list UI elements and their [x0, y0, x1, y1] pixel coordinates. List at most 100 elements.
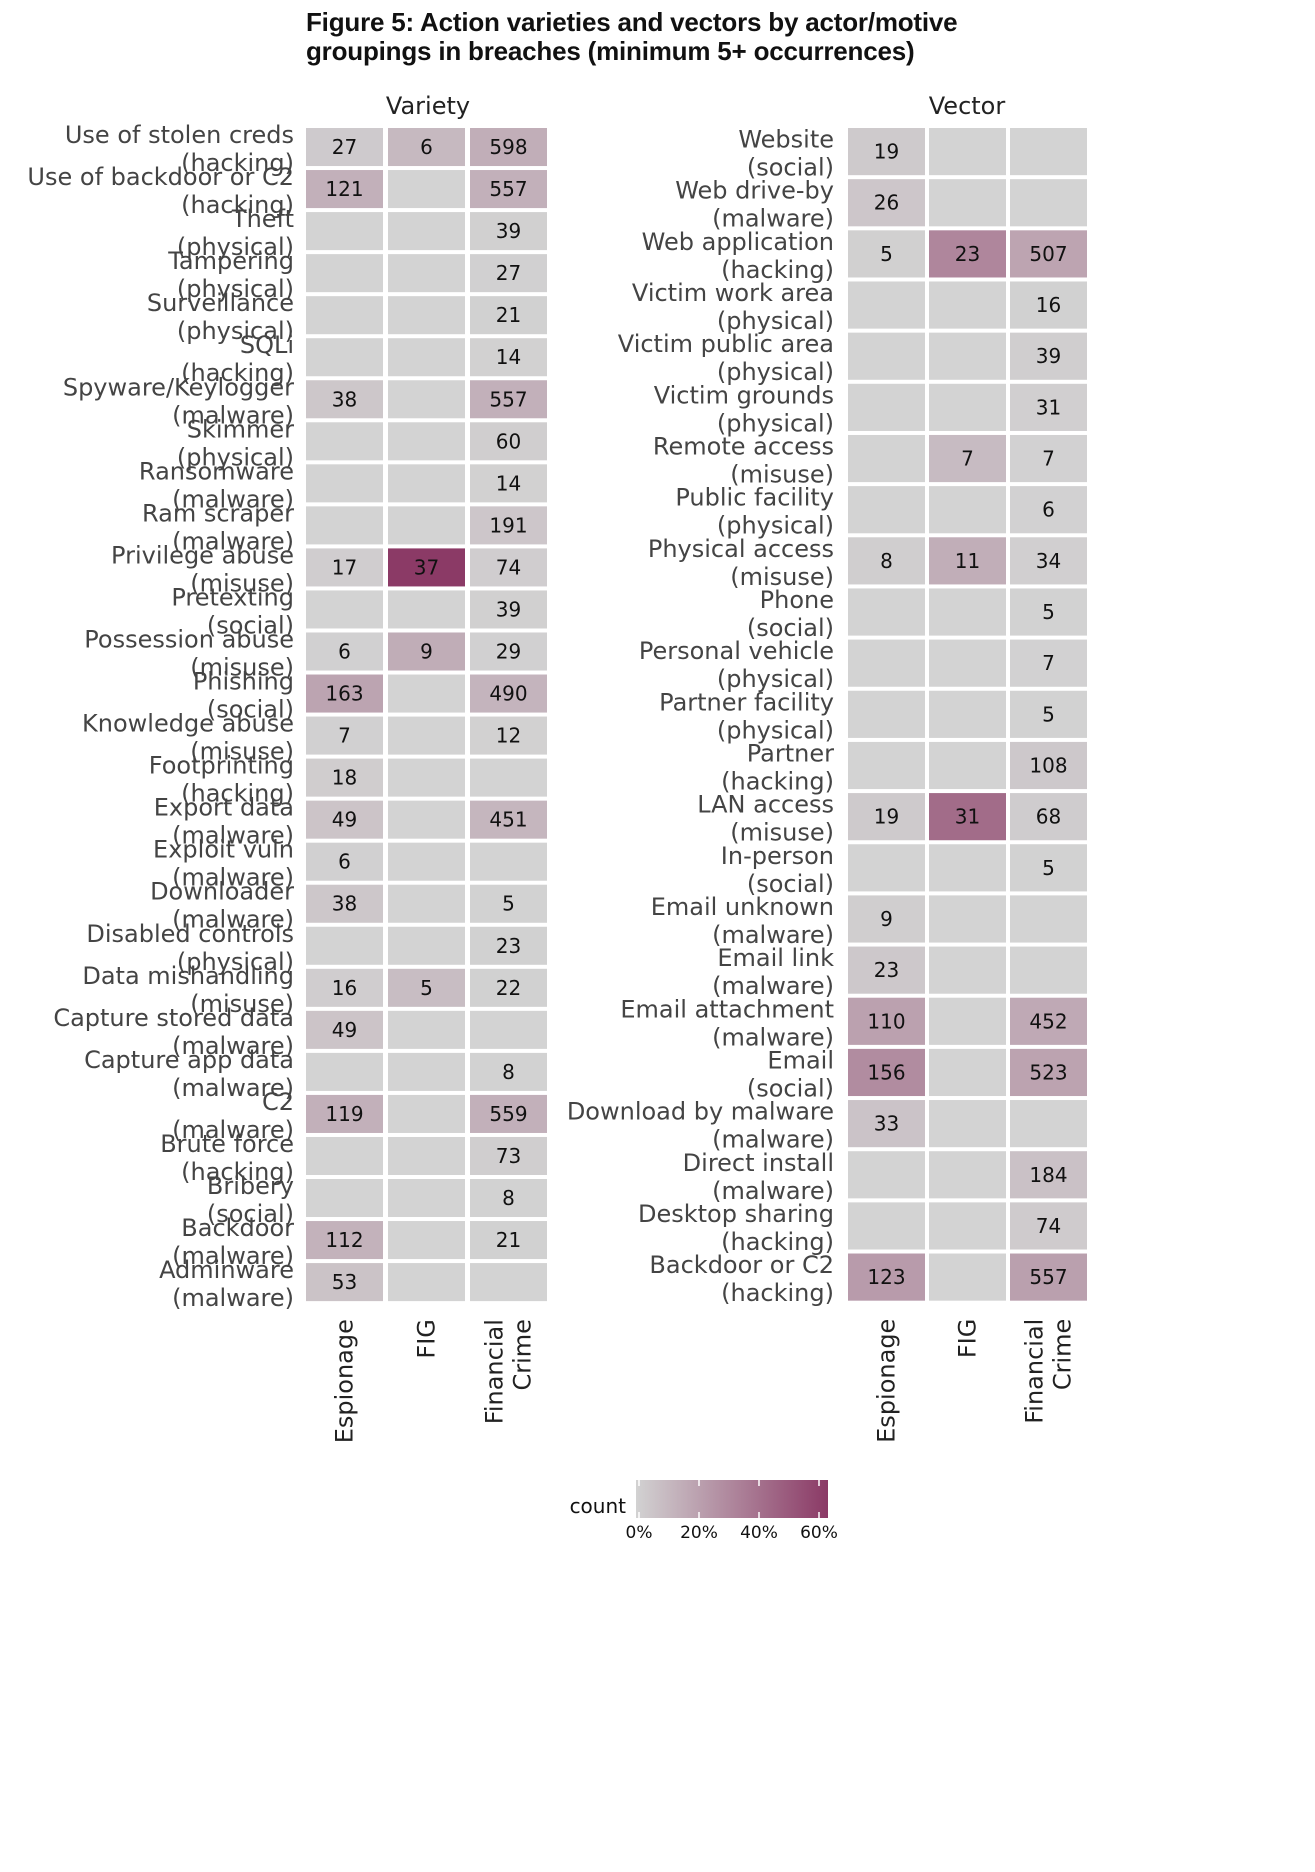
cell-value: 21	[496, 1228, 521, 1252]
row-label: LAN access (misuse)	[697, 791, 834, 847]
row-label: Victim work area (physical)	[632, 279, 834, 335]
heatmap-cell	[1010, 1100, 1087, 1148]
heatmap-cell	[470, 758, 547, 797]
heatmap-cell	[929, 179, 1006, 227]
cell-value: 27	[332, 135, 357, 159]
heatmap-cell	[929, 1253, 1006, 1301]
heatmap-cell	[929, 741, 1006, 790]
cell-value: 8	[880, 549, 893, 573]
heatmap-cell	[1010, 844, 1087, 892]
cell-value: 19	[874, 140, 899, 164]
row-label: Footprinting (hacking)	[149, 752, 294, 808]
legend-colorbar	[636, 1480, 828, 1518]
heatmap-cell	[470, 170, 547, 209]
heatmap-cell	[1010, 537, 1087, 585]
cell-value: 16	[332, 976, 357, 1000]
heatmap-cell	[929, 281, 1006, 329]
cell-value: 9	[420, 640, 433, 664]
cell-value: 26	[874, 191, 899, 215]
heatmap-cell	[388, 1094, 465, 1133]
row-label: Email attachment (malware)	[620, 995, 834, 1051]
row-label: Direct install (malware)	[683, 1149, 834, 1205]
row-label: Desktop sharing (hacking)	[638, 1200, 834, 1256]
row-label: Partner facility (physical)	[659, 688, 834, 744]
heatmap-cell	[1010, 332, 1087, 380]
cell-value: 7	[338, 724, 351, 748]
legend: count 0% 20% 40% 60%	[570, 1480, 838, 1543]
heatmap-cell	[1010, 1202, 1087, 1250]
cell-value: 108	[1029, 754, 1067, 778]
cell-value: 74	[496, 555, 521, 579]
heatmap-cell	[929, 639, 1006, 687]
heatmap-cell	[306, 422, 383, 461]
heatmap-cell	[470, 128, 547, 167]
heatmap-cell	[929, 230, 1006, 278]
heatmap-cell	[929, 486, 1006, 534]
heatmap-cell	[306, 758, 383, 797]
heatmap-cell	[470, 506, 547, 545]
cell-value: 39	[496, 597, 521, 621]
heatmap-cell	[388, 716, 465, 755]
heatmap-cell	[929, 1202, 1006, 1250]
cell-value: 14	[496, 345, 521, 369]
heatmap-cell	[306, 128, 383, 167]
row-label: Spyware/Keylogger (malware)	[63, 373, 294, 429]
cell-value: 559	[489, 1102, 527, 1126]
heatmap-cell	[306, 338, 383, 377]
panel-vector: Vector Website (social) 19 Web drive-by (malw…	[567, 92, 1087, 1443]
cell-value: 123	[867, 1265, 905, 1289]
heatmap-cell	[388, 590, 465, 629]
cell-value: 156	[867, 1060, 905, 1084]
row-label: Email link (malware)	[712, 944, 834, 1000]
heatmap-cell	[470, 1052, 547, 1091]
heatmap-cell	[470, 842, 547, 881]
cell-value: 490	[489, 682, 527, 706]
legend-tick-label: 40%	[740, 1523, 778, 1543]
cell-value: 507	[1029, 242, 1067, 266]
heatmap-cell	[1010, 179, 1087, 227]
cell-value: 16	[1036, 293, 1061, 317]
heatmap-cell	[388, 1136, 465, 1175]
heatmap-cell	[929, 793, 1006, 841]
heatmap-cell	[470, 548, 547, 587]
heatmap-cell	[470, 1010, 547, 1049]
row-label: Email (social)	[747, 1046, 834, 1102]
column-label: Financial	[1021, 1319, 1049, 1424]
row-label: Privilege abuse (misuse)	[111, 541, 294, 597]
heatmap-cell	[388, 422, 465, 461]
cell-value: 49	[332, 808, 357, 832]
heatmap-cell	[388, 296, 465, 335]
heatmap-cell	[1010, 383, 1087, 431]
row-label: Capture stored data (malware)	[53, 1004, 294, 1060]
cell-value: 5	[880, 242, 893, 266]
panel-title: Variety	[386, 92, 470, 120]
heatmap-cell	[929, 332, 1006, 380]
row-label: Web application (hacking)	[642, 228, 834, 284]
heatmap-cell	[388, 464, 465, 503]
cell-value: 19	[874, 805, 899, 829]
cell-value: 5	[1042, 702, 1055, 726]
heatmap-cell	[848, 179, 925, 227]
cell-value: 53	[332, 1270, 357, 1294]
row-label: Website (social)	[738, 126, 834, 182]
row-label: Email unknown (malware)	[651, 893, 834, 949]
cell-value: 6	[338, 640, 351, 664]
heatmap-cell	[1010, 1253, 1087, 1301]
row-label: Phone (social)	[747, 586, 834, 642]
cell-value: 451	[489, 808, 527, 832]
heatmap-cell	[388, 632, 465, 671]
cell-value: 5	[1042, 600, 1055, 624]
heatmap-cell	[306, 254, 383, 293]
heatmap-cell	[1010, 434, 1087, 483]
heatmap-cell	[470, 632, 547, 671]
heatmap-cell	[306, 632, 383, 671]
column-label: FIG	[413, 1319, 441, 1358]
heatmap-cell	[929, 844, 1006, 892]
cell-value: 74	[1036, 1214, 1061, 1238]
heatmap-cell	[306, 1263, 383, 1302]
cell-value: 119	[325, 1102, 363, 1126]
cell-value: 73	[496, 1144, 521, 1168]
legend-tick-label: 20%	[680, 1523, 718, 1543]
heatmap-cell	[929, 383, 1006, 431]
cell-value: 5	[1042, 856, 1055, 880]
